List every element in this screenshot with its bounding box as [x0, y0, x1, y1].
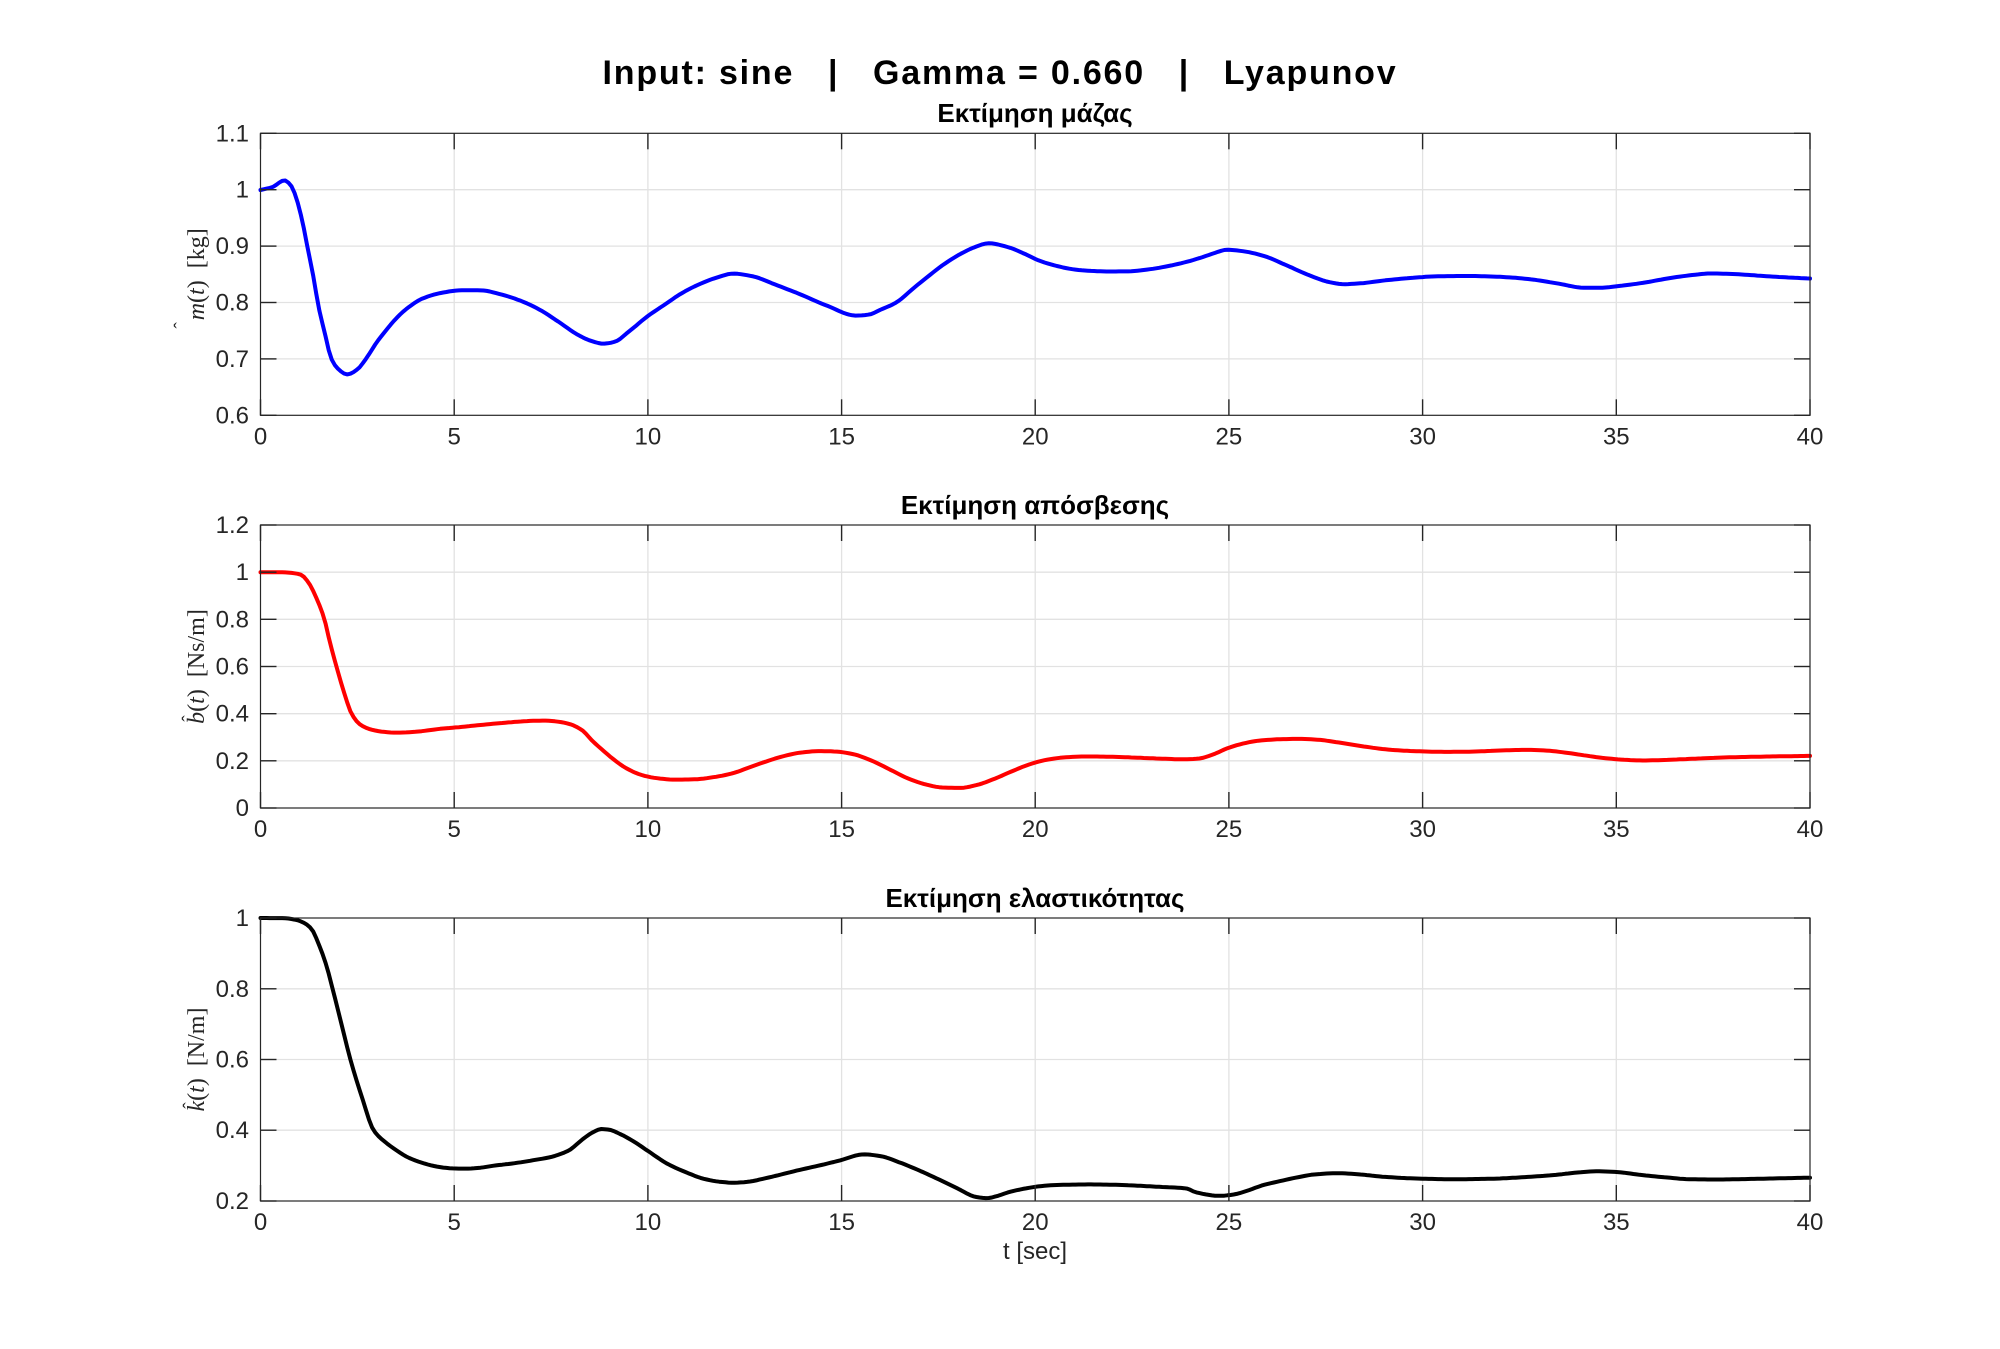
- svg-text:25: 25: [1216, 1209, 1243, 1236]
- svg-text:ˆ: ˆ: [179, 715, 200, 722]
- svg-text:35: 35: [1603, 1209, 1630, 1236]
- svg-text:40: 40: [1797, 423, 1824, 450]
- svg-text:40: 40: [1797, 816, 1824, 843]
- svg-text:5: 5: [448, 1209, 461, 1236]
- svg-text:0: 0: [254, 816, 267, 843]
- svg-text:0.7: 0.7: [216, 346, 249, 373]
- svg-text:1: 1: [236, 905, 249, 932]
- svg-text:5: 5: [448, 816, 461, 843]
- svg-text:0.8: 0.8: [216, 976, 249, 1003]
- svg-text:0.4: 0.4: [216, 701, 249, 728]
- svg-text:k(t) [N/m]: k(t) [N/m]: [184, 1008, 210, 1112]
- svg-text:10: 10: [635, 423, 662, 450]
- svg-text:0.2: 0.2: [216, 748, 249, 775]
- svg-text:0.6: 0.6: [216, 1047, 249, 1074]
- svg-text:0.2: 0.2: [216, 1188, 249, 1215]
- svg-text:m(t) [kg]: m(t) [kg]: [184, 228, 210, 320]
- svg-text:10: 10: [635, 1209, 662, 1236]
- svg-text:20: 20: [1022, 1209, 1049, 1236]
- svg-text:20: 20: [1022, 816, 1049, 843]
- svg-text:30: 30: [1409, 816, 1436, 843]
- svg-text:b(t) [Ns/m]: b(t) [Ns/m]: [184, 609, 210, 724]
- svg-text:15: 15: [828, 1209, 855, 1236]
- svg-text:15: 15: [828, 423, 855, 450]
- svg-text:1: 1: [236, 559, 249, 586]
- svg-text:15: 15: [828, 816, 855, 843]
- svg-text:Εκτίμηση ελαστικότητας: Εκτίμηση ελαστικότητας: [885, 883, 1184, 913]
- svg-text:20: 20: [1022, 423, 1049, 450]
- svg-text:0.8: 0.8: [216, 606, 249, 633]
- svg-text:10: 10: [635, 816, 662, 843]
- svg-text:1.2: 1.2: [216, 512, 249, 539]
- svg-text:0.9: 0.9: [216, 233, 249, 260]
- svg-text:0.6: 0.6: [216, 402, 249, 429]
- svg-text:ˆ: ˆ: [180, 1102, 201, 1109]
- svg-text:1: 1: [236, 177, 249, 204]
- svg-text:0: 0: [254, 1209, 267, 1236]
- svg-text:25: 25: [1216, 423, 1243, 450]
- svg-text:Εκτίμηση απόσβεσης: Εκτίμηση απόσβεσης: [901, 490, 1169, 520]
- svg-text:35: 35: [1603, 816, 1630, 843]
- svg-text:25: 25: [1216, 816, 1243, 843]
- svg-text:30: 30: [1409, 423, 1436, 450]
- svg-text:0: 0: [236, 795, 249, 822]
- svg-text:5: 5: [448, 423, 461, 450]
- svg-text:1.1: 1.1: [216, 120, 249, 147]
- svg-text:0: 0: [254, 423, 267, 450]
- svg-text:Εκτίμηση μάζας: Εκτίμηση μάζας: [937, 98, 1132, 128]
- svg-text:0.6: 0.6: [216, 654, 249, 681]
- svg-text:ˆ: ˆ: [171, 321, 192, 328]
- svg-text:t [sec]: t [sec]: [1003, 1238, 1067, 1265]
- svg-text:0.8: 0.8: [216, 290, 249, 317]
- svg-text:35: 35: [1603, 423, 1630, 450]
- svg-text:40: 40: [1797, 1209, 1824, 1236]
- svg-text:0.4: 0.4: [216, 1117, 249, 1144]
- svg-text:30: 30: [1409, 1209, 1436, 1236]
- svg-text:Input: sine | Gamma = 0.66: Input: sine | Gamma = 0.660 | Lyapunov: [603, 54, 1398, 92]
